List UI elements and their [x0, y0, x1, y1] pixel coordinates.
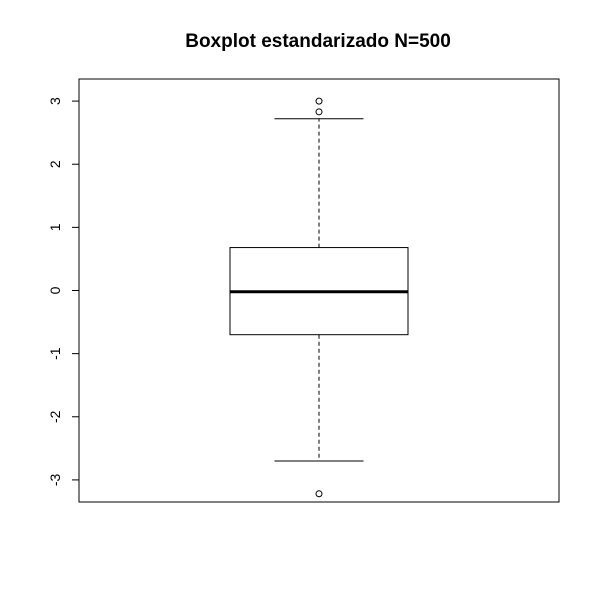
y-axis: -3 -2 -1 0 1 2 3	[47, 97, 80, 486]
outlier-point	[315, 490, 323, 498]
box-group	[229, 118, 409, 462]
y-tick-label: 1	[47, 223, 63, 231]
outlier-point	[315, 97, 323, 105]
y-tick-label: 2	[47, 160, 63, 168]
outlier-group	[315, 97, 323, 498]
y-tick-label: -2	[47, 410, 63, 423]
y-tick-label: -1	[47, 347, 63, 360]
chart-title: Boxplot estandarizado N=500	[185, 31, 451, 52]
y-tick-label: 3	[47, 97, 63, 105]
y-tick-label: 0	[47, 286, 63, 294]
y-tick-label: -3	[47, 473, 63, 486]
outlier-point	[315, 108, 323, 116]
